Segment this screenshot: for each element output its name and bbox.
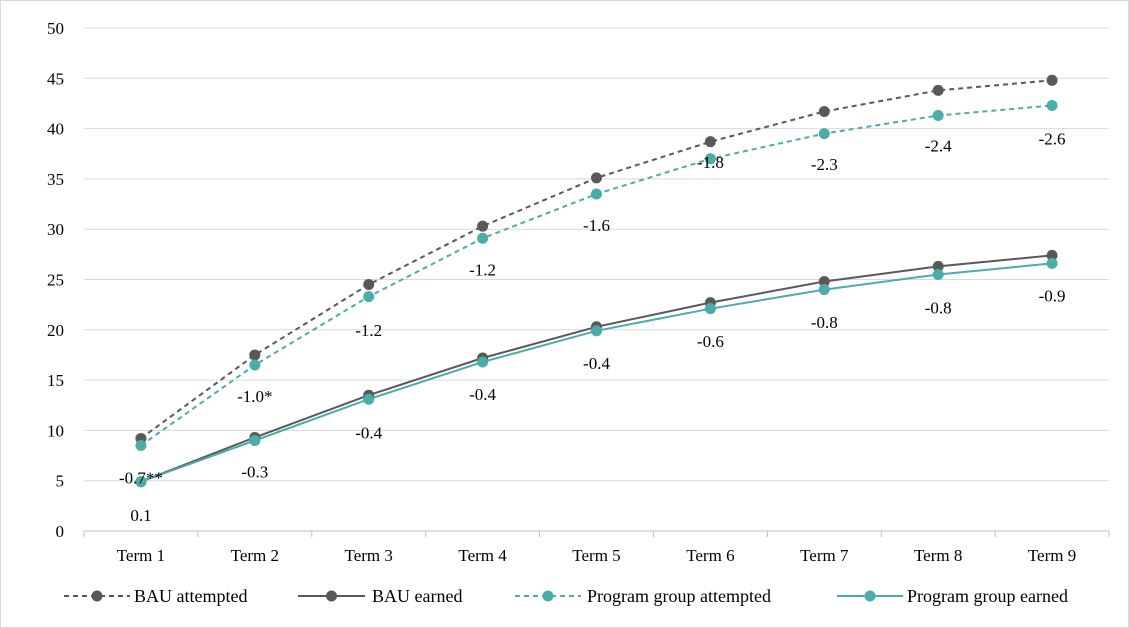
x-tick-label: Term 7 bbox=[800, 546, 849, 565]
data-point bbox=[1046, 257, 1058, 269]
data-point bbox=[591, 172, 602, 184]
y-tick-label: 10 bbox=[47, 421, 64, 440]
data-point bbox=[818, 276, 830, 288]
data-point bbox=[1046, 249, 1058, 261]
difference-label: -1.0* bbox=[237, 387, 272, 406]
difference-label: 0.1 bbox=[130, 506, 151, 525]
x-tick-label: Term 3 bbox=[345, 546, 393, 565]
data-point bbox=[477, 220, 489, 232]
data-point bbox=[363, 279, 375, 291]
y-tick-label: 20 bbox=[47, 321, 64, 340]
data-point bbox=[932, 84, 944, 96]
difference-label: -1.6 bbox=[583, 216, 610, 235]
difference-label: -0.4 bbox=[583, 354, 610, 373]
y-tick-label: 50 bbox=[47, 19, 64, 38]
data-point bbox=[818, 105, 830, 117]
difference-labels: -0.7** -1.0* -1.2 -1.2 -1.6 -1.8 -2.3 -2.4 -2.6 0… bbox=[119, 130, 1066, 525]
difference-label: -2.4 bbox=[925, 137, 952, 156]
data-point bbox=[363, 393, 375, 405]
data-point bbox=[591, 188, 602, 200]
data-point bbox=[932, 260, 944, 272]
data-point bbox=[704, 153, 716, 165]
difference-label: -0.3 bbox=[241, 463, 268, 482]
difference-label: -0.6 bbox=[697, 332, 724, 351]
data-point bbox=[363, 291, 375, 303]
x-tick-label: Term 2 bbox=[231, 546, 279, 565]
series-line-2 bbox=[140, 104, 1053, 447]
difference-label: -0.4 bbox=[469, 385, 496, 404]
data-point bbox=[818, 284, 830, 296]
series-markers bbox=[135, 74, 1058, 488]
x-tick-label: Term 1 bbox=[117, 546, 165, 565]
legend-swatch-marker bbox=[864, 590, 876, 602]
data-point bbox=[1046, 99, 1058, 111]
legend-swatch-marker bbox=[326, 590, 337, 602]
difference-label: -1.2 bbox=[355, 321, 382, 340]
y-tick-label: 15 bbox=[47, 371, 64, 390]
data-point bbox=[249, 359, 261, 371]
x-tick-label: Term 9 bbox=[1028, 546, 1076, 565]
y-tick-label: 35 bbox=[47, 170, 64, 189]
legend-label: BAU earned bbox=[372, 586, 462, 606]
x-tick-label: Term 5 bbox=[572, 546, 620, 565]
data-point bbox=[932, 110, 944, 122]
data-point bbox=[477, 232, 489, 244]
y-tick-label: 25 bbox=[47, 271, 64, 290]
series-line-0 bbox=[140, 79, 1053, 440]
y-tick-label: 40 bbox=[47, 120, 64, 139]
y-tick-label: 45 bbox=[47, 69, 64, 88]
data-point bbox=[249, 349, 261, 361]
difference-label: -0.8 bbox=[811, 313, 838, 332]
data-point bbox=[591, 325, 602, 337]
legend-label: Program group attempted bbox=[587, 586, 771, 606]
difference-label: -1.8 bbox=[697, 153, 724, 172]
x-tick-label: Term 4 bbox=[458, 546, 507, 565]
data-point bbox=[704, 136, 716, 148]
difference-label: -2.6 bbox=[1039, 130, 1066, 149]
series-lines bbox=[140, 79, 1053, 483]
legend: BAU attempted BAU earned Program group att… bbox=[64, 586, 1068, 606]
data-point bbox=[135, 476, 147, 488]
data-point bbox=[932, 268, 944, 280]
difference-label: -1.2 bbox=[469, 260, 496, 279]
y-tick-label: 0 bbox=[56, 522, 65, 541]
legend-label: BAU attempted bbox=[134, 586, 247, 606]
legend-swatch-marker bbox=[91, 590, 103, 602]
gridlines bbox=[84, 27, 1109, 482]
data-point bbox=[704, 303, 716, 315]
data-point bbox=[477, 356, 489, 368]
legend-label: Program group earned bbox=[907, 586, 1068, 606]
data-point bbox=[135, 439, 147, 451]
x-tick-label: Term 6 bbox=[686, 546, 734, 565]
data-point bbox=[1046, 74, 1058, 86]
difference-label: -0.9 bbox=[1039, 287, 1066, 306]
y-tick-label: 30 bbox=[47, 220, 64, 239]
difference-label: -2.3 bbox=[811, 155, 838, 174]
difference-label: -0.4 bbox=[355, 423, 382, 442]
x-tick-label: Term 8 bbox=[914, 546, 962, 565]
difference-label: -0.7** bbox=[119, 469, 163, 488]
difference-label: -0.8 bbox=[925, 299, 952, 318]
legend-swatch-marker bbox=[542, 590, 554, 602]
data-point bbox=[818, 128, 830, 140]
axes: 0 5 10 15 20 25 30 35 40 45 50 Term 1 Term 2 Term 3 Te… bbox=[47, 19, 1110, 565]
y-tick-label: 5 bbox=[56, 472, 65, 491]
data-point bbox=[249, 434, 261, 446]
